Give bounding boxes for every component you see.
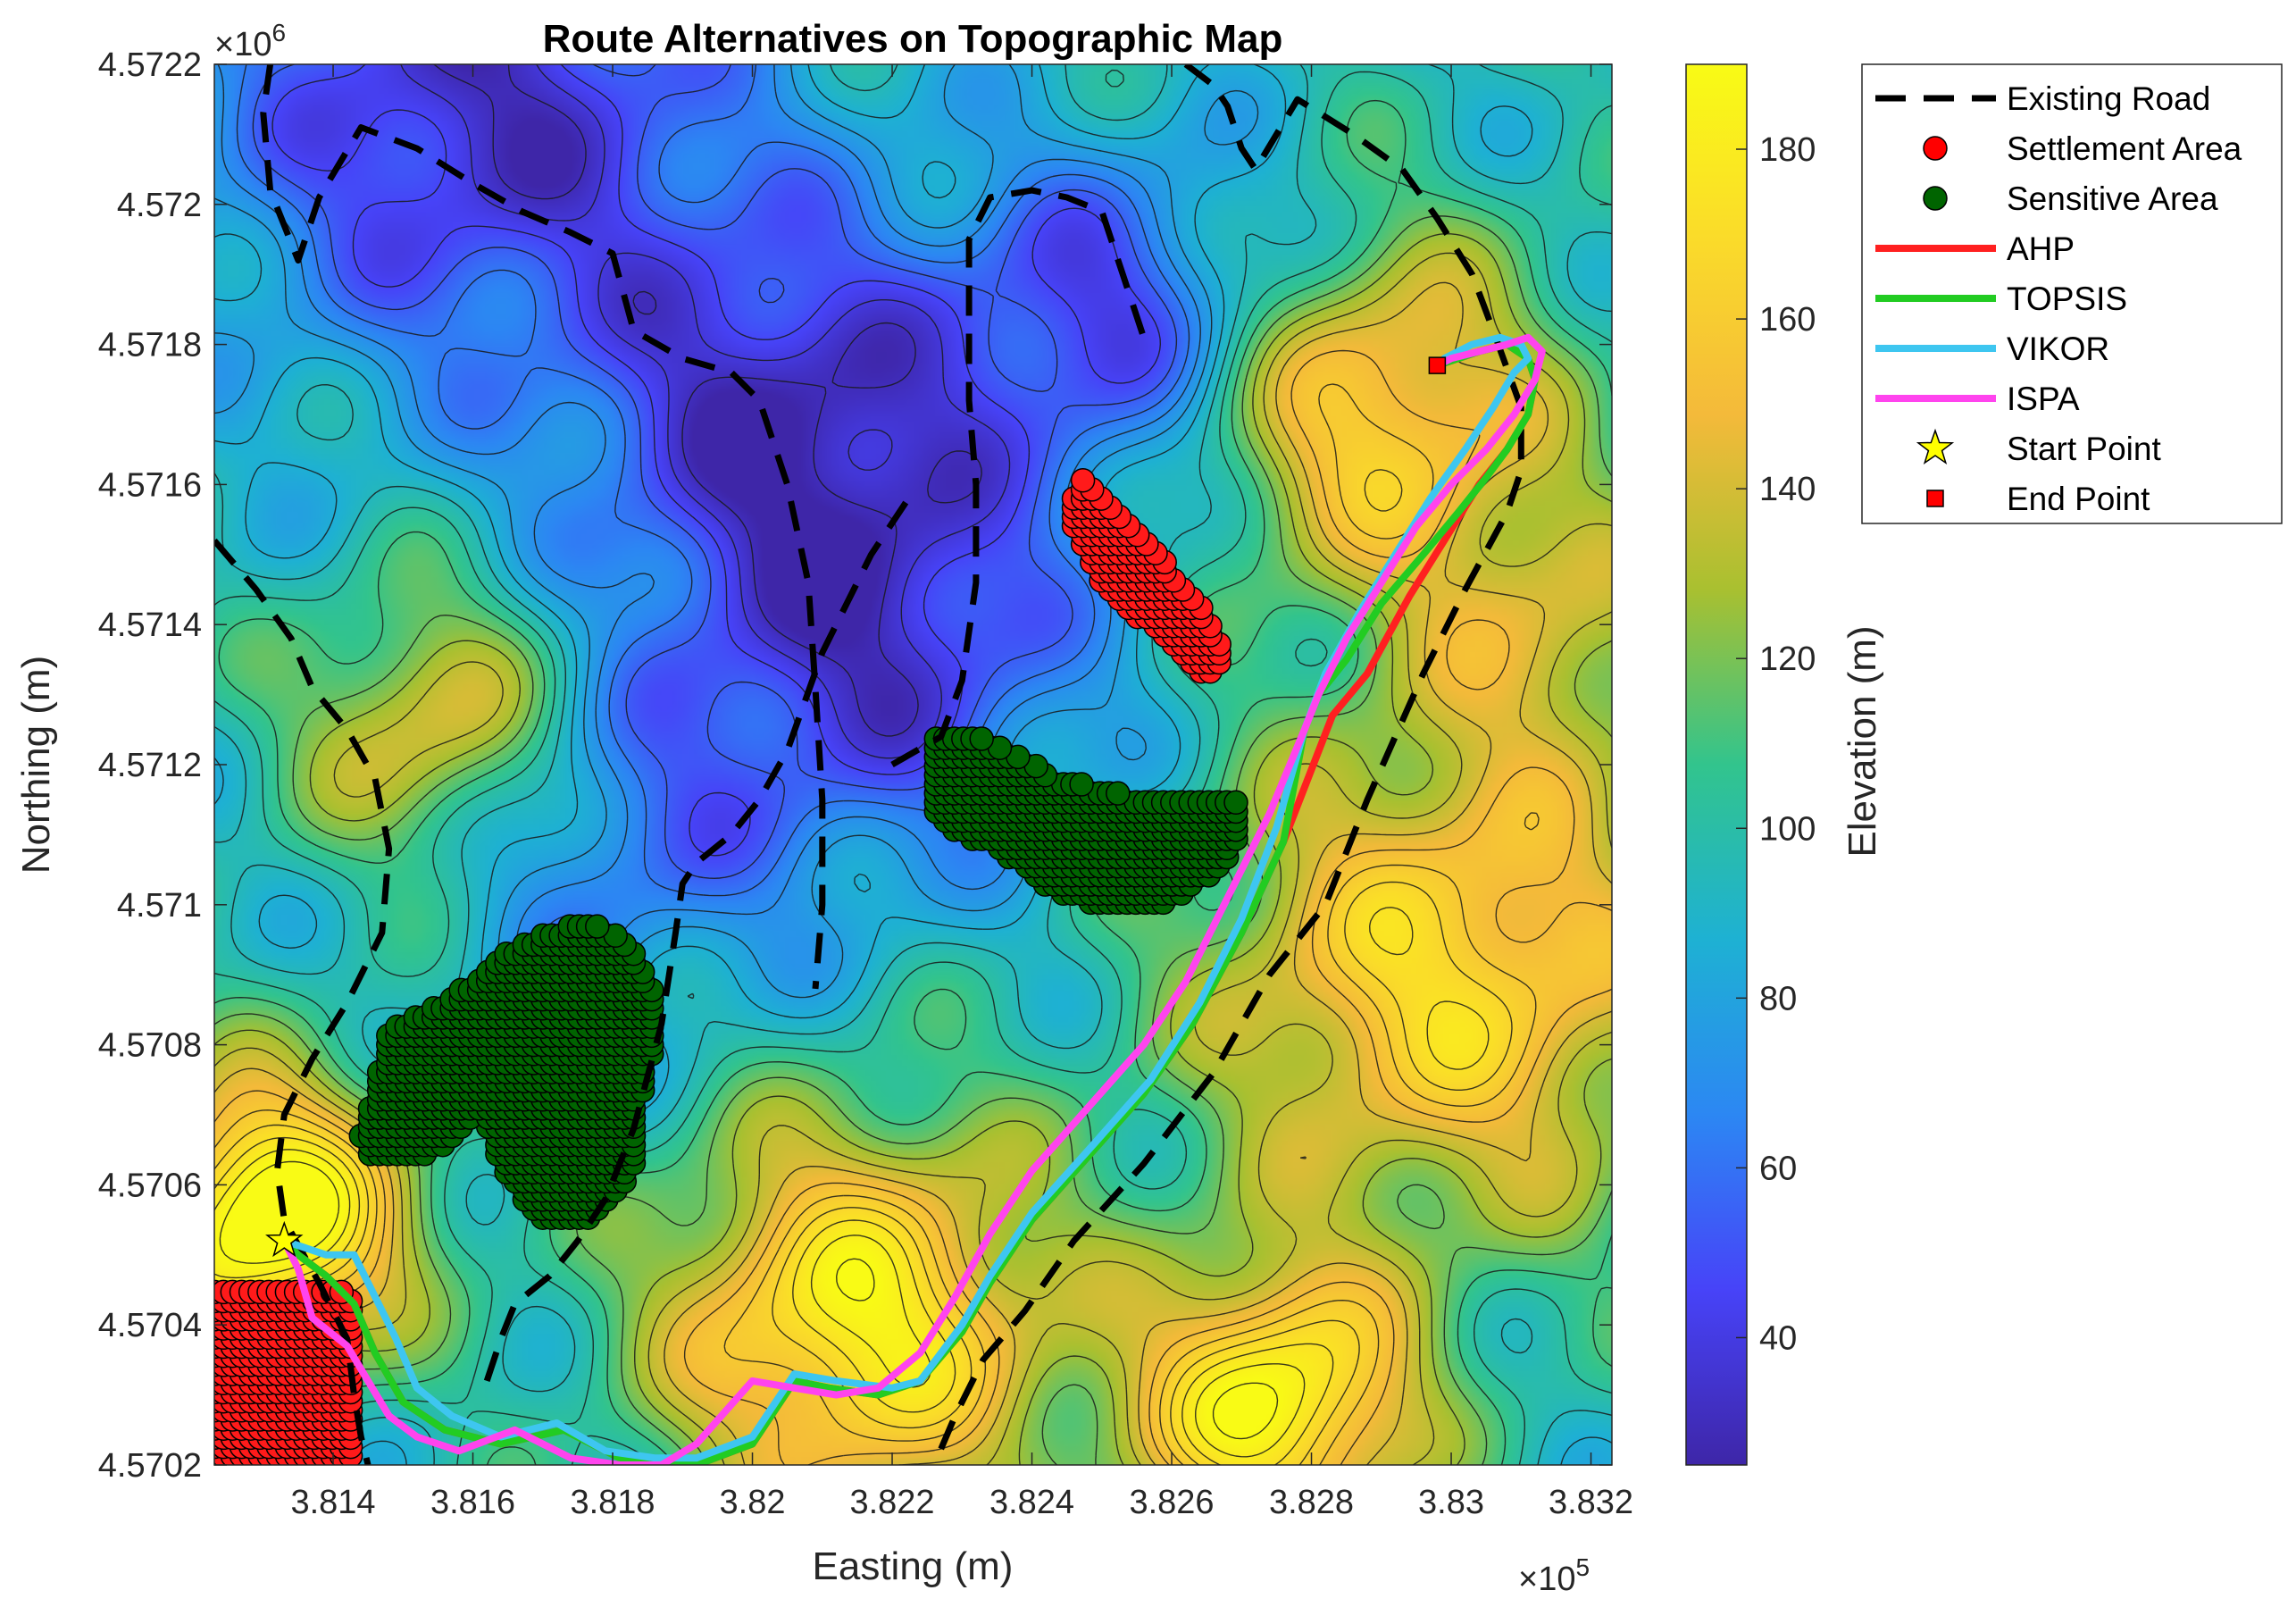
elevation-surface (214, 64, 1612, 1465)
sensitive-area (348, 914, 664, 1230)
sensitive-area-marker (1069, 772, 1094, 797)
y-tick-label: 4.5704 (98, 1307, 202, 1344)
legend-label: End Point (2007, 481, 2150, 517)
sensitive-area-marker (1223, 790, 1248, 816)
colorbar-tick-label: 160 (1759, 301, 1816, 339)
chart-title: Route Alternatives on Topographic Map (543, 17, 1283, 61)
y-tick-label: 4.571 (117, 887, 202, 925)
y-tick-label: 4.5708 (98, 1027, 202, 1065)
settlement-area (1061, 467, 1231, 684)
legend-swatch (1923, 186, 1948, 211)
colorbar-tick-label: 120 (1759, 640, 1816, 678)
sensitive-area-marker (585, 914, 610, 939)
end-point-square (1428, 356, 1447, 374)
sensitive-area (923, 726, 1248, 916)
x-tick-label: 3.824 (989, 1484, 1074, 1521)
y-tick-label: 4.5712 (98, 747, 202, 784)
y-axis-label: Northing (m) (14, 656, 58, 875)
x-tick-label: 3.816 (430, 1484, 515, 1521)
y-tick-label: 4.5718 (98, 327, 202, 364)
sensitive-area-marker (1106, 781, 1131, 806)
y-axis-multiplier: ×106 (214, 19, 286, 63)
legend-swatch (1923, 136, 1948, 161)
legend-label: Existing Road (2007, 80, 2210, 117)
x-tick-label: 3.828 (1269, 1484, 1354, 1521)
colorbar-label: Elevation (m) (1841, 625, 1884, 857)
y-tick-label: 4.5702 (98, 1447, 202, 1485)
x-tick-label: 3.83 (1418, 1484, 1484, 1521)
x-tick-label: 3.814 (290, 1484, 375, 1521)
x-tick-label: 3.82 (720, 1484, 786, 1521)
legend-label: AHP (2007, 230, 2075, 267)
legend-label: Settlement Area (2007, 130, 2242, 167)
legend-label: Start Point (2007, 431, 2161, 467)
legend-label: ISPA (2007, 381, 2080, 417)
settlement-area-marker (1070, 467, 1096, 493)
y-tick-label: 4.5714 (98, 607, 202, 644)
legend: Existing Road Settlement Area Sensitive Ar… (1861, 63, 2283, 524)
legend-label: TOPSIS (2007, 280, 2127, 317)
settlement-area (214, 1279, 363, 1465)
x-axis-multiplier: ×105 (1518, 1553, 1590, 1598)
y-tick-label: 4.5722 (98, 46, 202, 84)
x-tick-label: 3.822 (849, 1484, 934, 1521)
x-axis-label: Easting (m) (813, 1544, 1014, 1588)
colorbar-tick-label: 180 (1759, 131, 1816, 169)
map-plot-area (213, 63, 1613, 1466)
legend-swatch (1926, 490, 1944, 507)
colorbar: 40 60 80 100 120 140 160 180 Elevation (m) (1685, 63, 1884, 1466)
x-tick-label: 3.832 (1549, 1484, 1633, 1521)
colorbar-ticks: 40 60 80 100 120 140 160 180 (1736, 131, 1816, 1357)
colorbar-tick-label: 80 (1759, 980, 1797, 1017)
colorbar-scale (1685, 63, 1748, 1466)
colorbar-tick-label: 140 (1759, 471, 1816, 508)
legend-label: Sensitive Area (2007, 180, 2218, 217)
colorbar-tick-label: 100 (1759, 810, 1816, 848)
y-tick-label: 4.572 (117, 187, 202, 224)
x-tick-label: 3.818 (570, 1484, 655, 1521)
x-tick-label: 3.826 (1129, 1484, 1214, 1521)
colorbar-tick-label: 40 (1759, 1319, 1797, 1357)
area-markers (214, 467, 1248, 1465)
y-tick-label: 4.5706 (98, 1167, 202, 1204)
legend-label: VIKOR (2007, 331, 2109, 367)
sensitive-area-marker (969, 726, 994, 751)
colorbar-tick-label: 60 (1759, 1150, 1797, 1187)
y-tick-label: 4.5716 (98, 466, 202, 504)
